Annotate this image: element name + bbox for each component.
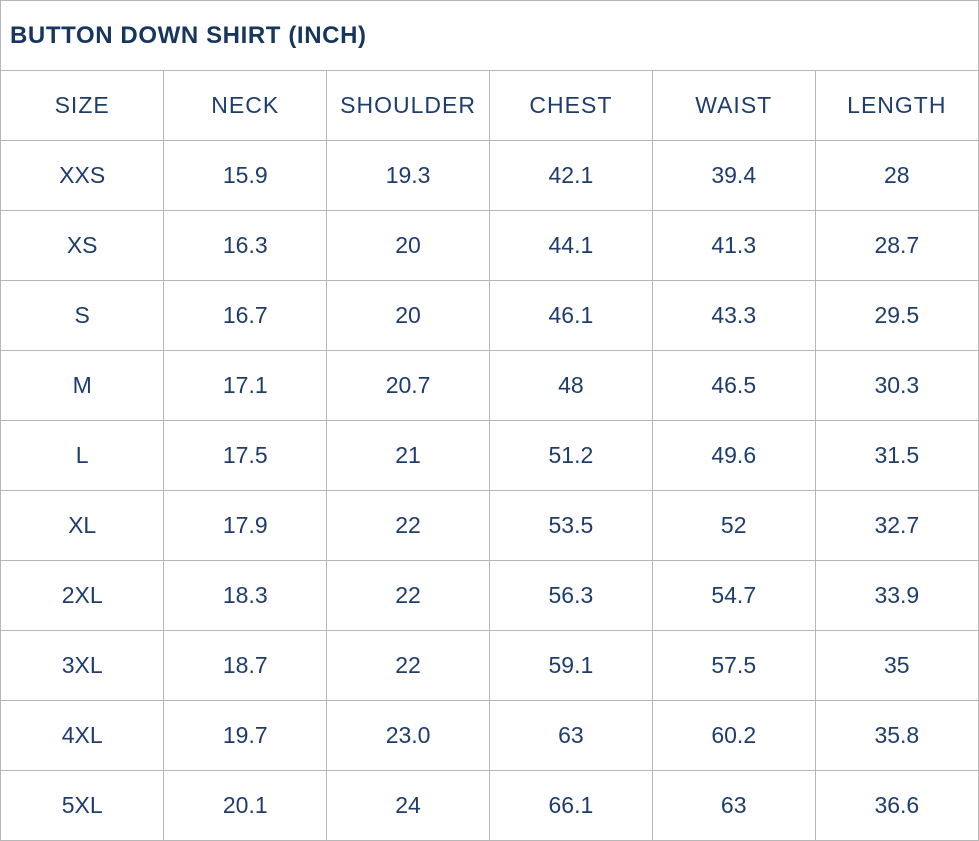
table-cell-size: 2XL: [1, 560, 165, 631]
table-cell: 54.7: [651, 560, 816, 631]
table-header: SIZE NECK SHOULDER CHEST WAIST LENGTH: [1, 70, 978, 141]
table-cell: 63: [651, 770, 816, 840]
table-cell: 41.3: [651, 210, 816, 281]
table-row: 4XL 19.7 23.0 63 60.2 35.8: [1, 700, 978, 771]
table-cell: 49.6: [651, 420, 816, 491]
table-row: L 17.5 21 51.2 49.6 31.5: [1, 420, 978, 491]
table-cell: 20.7: [326, 350, 490, 421]
table-cell: 35.8: [814, 700, 978, 771]
page-title: BUTTON DOWN SHIRT (INCH): [10, 21, 367, 49]
table-cell: 22: [326, 490, 490, 561]
table-cell: 39.4: [651, 140, 816, 211]
table-cell: 22: [326, 630, 490, 701]
table-cell-size: 3XL: [1, 630, 165, 701]
table-cell: 33.9: [814, 560, 978, 631]
table-cell-size: XL: [1, 490, 165, 561]
table-cell-size: L: [1, 420, 165, 491]
table-cell: 53.5: [488, 490, 653, 561]
column-header-size: SIZE: [1, 70, 165, 141]
table-cell: 28: [814, 140, 978, 211]
table-cell: 19.3: [326, 140, 490, 211]
title-bar: BUTTON DOWN SHIRT (INCH): [1, 1, 978, 70]
table-cell: 23.0: [326, 700, 490, 771]
table-row: M 17.1 20.7 48 46.5 30.3: [1, 350, 978, 421]
table-cell: 20: [326, 280, 490, 351]
table-cell: 24: [326, 770, 490, 840]
table-cell: 18.3: [163, 560, 328, 631]
table-header-row: SIZE NECK SHOULDER CHEST WAIST LENGTH: [1, 70, 978, 141]
table-row: 2XL 18.3 22 56.3 54.7 33.9: [1, 560, 978, 631]
table-cell: 66.1: [488, 770, 653, 840]
table-cell: 18.7: [163, 630, 328, 701]
table-cell: 29.5: [814, 280, 978, 351]
table-cell: 56.3: [488, 560, 653, 631]
table-cell: 43.3: [651, 280, 816, 351]
table-cell: 42.1: [488, 140, 653, 211]
column-header-shoulder: SHOULDER: [326, 70, 490, 141]
table-cell: 16.7: [163, 280, 328, 351]
table-cell: 44.1: [488, 210, 653, 281]
table-cell: 17.1: [163, 350, 328, 421]
table-cell-size: S: [1, 280, 165, 351]
table-cell: 52: [651, 490, 816, 561]
table-cell-size: M: [1, 350, 165, 421]
table-cell: 31.5: [814, 420, 978, 491]
table-row: XS 16.3 20 44.1 41.3 28.7: [1, 210, 978, 281]
table-cell: 21: [326, 420, 490, 491]
table-cell: 19.7: [163, 700, 328, 771]
table-body: XXS 15.9 19.3 42.1 39.4 28 XS 16.3 20 44.1 41.3 28.…: [1, 140, 978, 840]
table-cell: 46.1: [488, 280, 653, 351]
table-cell: 22: [326, 560, 490, 631]
column-header-waist: WAIST: [651, 70, 816, 141]
table-row: XL 17.9 22 53.5 52 32.7: [1, 490, 978, 561]
table-cell: 15.9: [163, 140, 328, 211]
table-cell: 20.1: [163, 770, 328, 840]
column-header-chest: CHEST: [488, 70, 653, 141]
table-cell: 57.5: [651, 630, 816, 701]
table-cell: 30.3: [814, 350, 978, 421]
table-row: 5XL 20.1 24 66.1 63 36.6: [1, 770, 978, 840]
table-cell: 17.5: [163, 420, 328, 491]
table-cell: 32.7: [814, 490, 978, 561]
table-cell: 63: [488, 700, 653, 771]
table-cell: 17.9: [163, 490, 328, 561]
table-cell: 36.6: [814, 770, 978, 840]
column-header-neck: NECK: [163, 70, 328, 141]
table-cell: 35: [814, 630, 978, 701]
table-cell-size: 4XL: [1, 700, 165, 771]
size-table: SIZE NECK SHOULDER CHEST WAIST LENGTH XX…: [1, 70, 978, 840]
table-cell: 60.2: [651, 700, 816, 771]
table-row: XXS 15.9 19.3 42.1 39.4 28: [1, 140, 978, 211]
table-cell: 51.2: [488, 420, 653, 491]
table-cell: 20: [326, 210, 490, 281]
table-cell-size: XXS: [1, 140, 165, 211]
table-cell: 28.7: [814, 210, 978, 281]
table-cell: 59.1: [488, 630, 653, 701]
table-cell-size: 5XL: [1, 770, 165, 840]
column-header-length: LENGTH: [814, 70, 978, 141]
table-cell-size: XS: [1, 210, 165, 281]
table-row: S 16.7 20 46.1 43.3 29.5: [1, 280, 978, 351]
table-cell: 16.3: [163, 210, 328, 281]
table-cell: 46.5: [651, 350, 816, 421]
table-cell: 48: [488, 350, 653, 421]
table-row: 3XL 18.7 22 59.1 57.5 35: [1, 630, 978, 701]
